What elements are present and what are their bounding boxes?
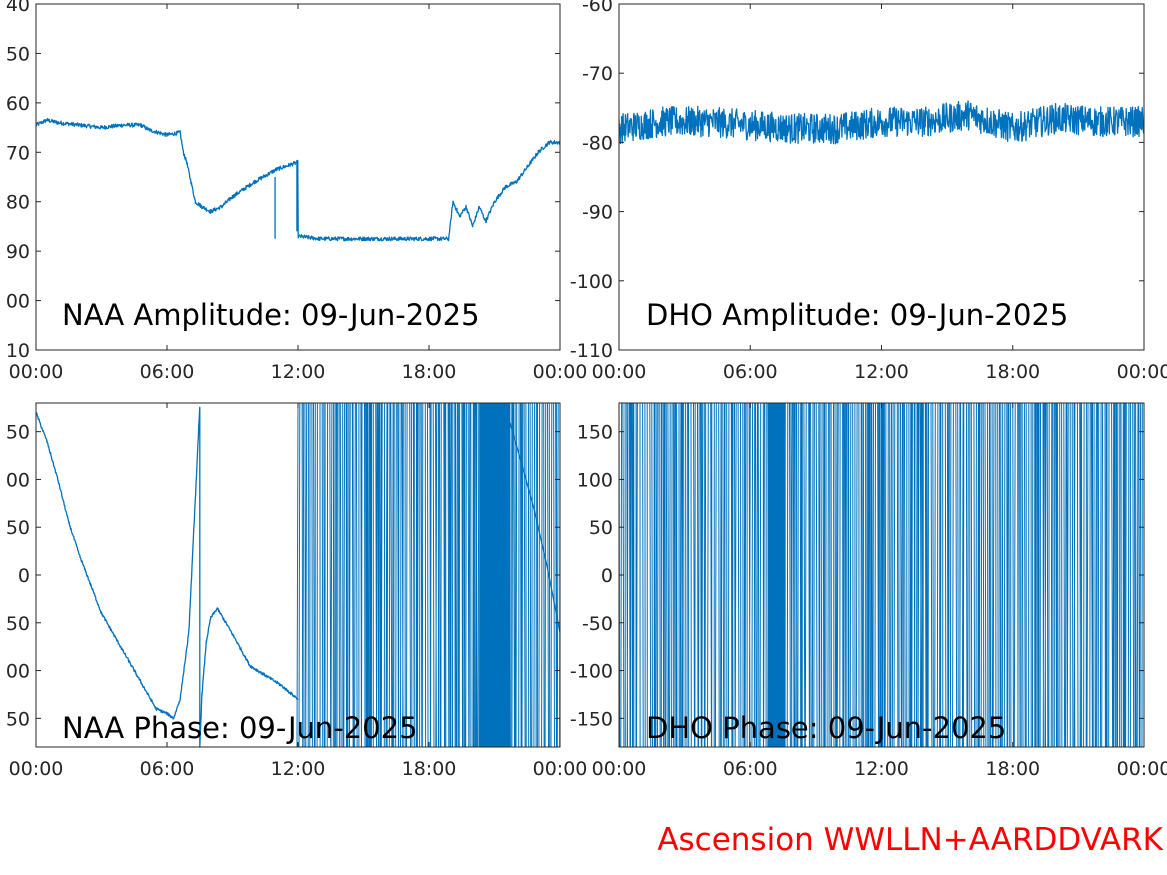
naa-amplitude-ytick-label-5: 90 xyxy=(6,241,30,263)
dho-amplitude-xtick-label-0: 00:00 xyxy=(592,361,647,383)
naa-phase-plot-area xyxy=(36,403,560,747)
naa-amplitude-series-line xyxy=(36,117,560,242)
naa-amplitude-ytick-label-4: 80 xyxy=(6,192,30,214)
naa-phase-ytick-label-3: 0 xyxy=(18,565,30,587)
naa-phase-title: NAA Phase: 09-Jun-2025 xyxy=(62,711,418,745)
dho-phase-phase-wrap-lines xyxy=(619,403,1143,747)
dho-amplitude-ytick-label-4: -100 xyxy=(570,271,613,293)
dho-phase-xtick-label-3: 18:00 xyxy=(985,758,1040,780)
dho-amplitude-xtick-label-3: 18:00 xyxy=(985,361,1040,383)
naa-amplitude-ytick-label-0: 40 xyxy=(6,0,30,16)
naa-phase-ytick-label-1: 00 xyxy=(6,469,30,491)
naa-amplitude-xtick-label-3: 18:00 xyxy=(402,361,457,383)
dho-phase-ytick-label-3: 0 xyxy=(601,565,613,587)
dho-phase-ytick-label-5: -100 xyxy=(570,661,613,683)
naa-phase-xtick-label-1: 06:00 xyxy=(140,758,195,780)
dho-phase-xtick-label-0: 00:00 xyxy=(592,758,647,780)
naa-phase-ytick-label-5: 00 xyxy=(6,661,30,683)
dho-amplitude-ytick-label-0: -60 xyxy=(582,0,613,16)
naa-phase-xtick-label-3: 18:00 xyxy=(402,758,457,780)
dho-amplitude-ytick-label-5: -110 xyxy=(570,340,613,362)
naa-amplitude-ytick-label-6: 00 xyxy=(6,291,30,313)
naa-amplitude-xtick-label-1: 06:00 xyxy=(140,361,195,383)
dho-amplitude-ytick-label-1: -70 xyxy=(582,63,613,85)
dho-amplitude-xtick-label-2: 12:00 xyxy=(854,361,909,383)
naa-amplitude-ytick-label-1: 50 xyxy=(6,43,30,65)
naa-amplitude-plot-area xyxy=(36,117,560,242)
naa-amplitude-panel: 00:00 06:00 12:00 18:00 00:00 40 50 60 70 80 90 00 1… xyxy=(6,0,588,383)
dho-amplitude-xtick-label-4: 00:00 xyxy=(1117,361,1167,383)
dho-phase-ytick-label-6: -150 xyxy=(570,708,613,730)
naa-phase-xtick-label-0: 00:00 xyxy=(9,758,64,780)
dho-phase-plot-area xyxy=(619,403,1143,747)
dho-phase-ytick-label-1: 100 xyxy=(577,469,613,491)
footer-title: Ascension WWLLN+AARDDVARK xyxy=(657,822,1163,858)
naa-phase-phase-wrap-lines xyxy=(296,403,560,747)
naa-phase-series-line xyxy=(36,406,299,747)
naa-phase-panel: 00:00 06:00 12:00 18:00 00:00 50 00 50 0 50 00 50 NA… xyxy=(6,402,588,780)
dho-phase-ytick-label-0: 150 xyxy=(577,422,613,444)
dho-amplitude-ytick-label-2: -80 xyxy=(582,132,613,154)
naa-amplitude-xtick-label-2: 12:00 xyxy=(271,361,326,383)
dho-phase-xtick-label-2: 12:00 xyxy=(854,758,909,780)
naa-phase-xtick-label-4: 00:00 xyxy=(533,758,588,780)
dho-amplitude-plot-area xyxy=(619,100,1144,145)
naa-amplitude-ytick-label-7: 10 xyxy=(6,340,30,362)
dho-amplitude-title: DHO Amplitude: 09-Jun-2025 xyxy=(646,298,1068,332)
naa-amplitude-title: NAA Amplitude: 09-Jun-2025 xyxy=(62,298,480,332)
naa-phase-ytick-label-0: 50 xyxy=(6,422,30,444)
dho-phase-title: DHO Phase: 09-Jun-2025 xyxy=(646,711,1006,745)
naa-amplitude-ytick-label-2: 60 xyxy=(6,93,30,115)
naa-phase-late-trend-line xyxy=(509,421,560,633)
dho-phase-xtick-label-4: 00:00 xyxy=(1117,758,1167,780)
naa-phase-ytick-label-2: 50 xyxy=(6,517,30,539)
naa-amplitude-xtick-label-0: 00:00 xyxy=(9,361,64,383)
dho-amplitude-panel: 00:00 06:00 12:00 18:00 00:00 -60 -70 -80 -90 -10… xyxy=(570,0,1167,383)
dho-phase-ytick-label-4: -50 xyxy=(582,613,613,635)
dho-phase-panel: 00:00 06:00 12:00 18:00 00:00 150 100 50 0 -50 -10… xyxy=(570,402,1167,780)
dho-amplitude-series-line xyxy=(619,100,1144,145)
naa-amplitude-xtick-label-4: 00:00 xyxy=(533,361,588,383)
naa-phase-ytick-label-6: 50 xyxy=(6,708,30,730)
naa-phase-ytick-label-4: 50 xyxy=(6,613,30,635)
naa-phase-xtick-label-2: 12:00 xyxy=(271,758,326,780)
naa-amplitude-ytick-label-3: 70 xyxy=(6,142,30,164)
dho-amplitude-xtick-label-1: 06:00 xyxy=(723,361,778,383)
dho-amplitude-ytick-label-3: -90 xyxy=(582,202,613,224)
dho-phase-xtick-label-1: 06:00 xyxy=(723,758,778,780)
dho-phase-ytick-label-2: 50 xyxy=(589,517,613,539)
